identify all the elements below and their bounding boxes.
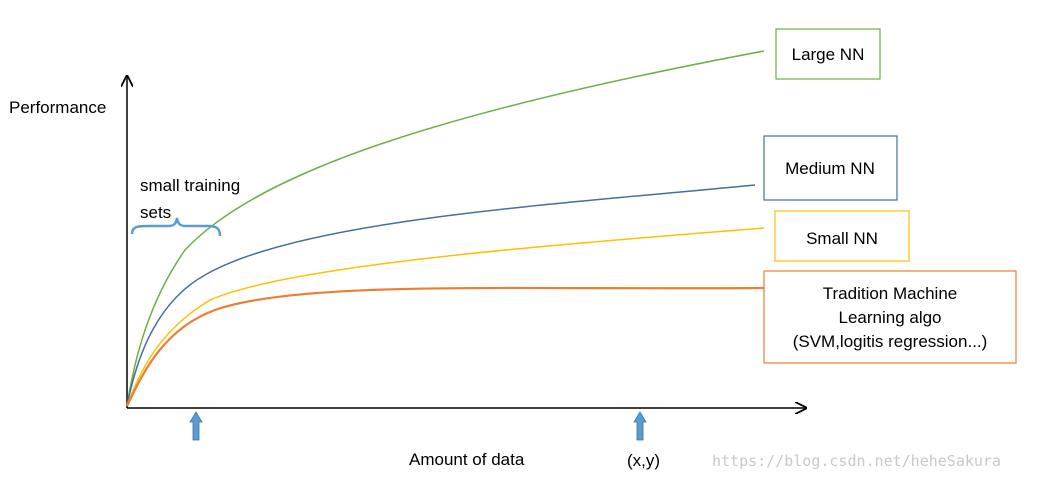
legend-traditional-line-1: Tradition Machine xyxy=(823,284,958,303)
traditional-ml-curve xyxy=(126,286,765,407)
legend-small-label: Small NN xyxy=(806,229,878,248)
legend-large-label: Large NN xyxy=(792,45,865,64)
annotation-line-1: small training xyxy=(140,176,240,195)
legend-small-nn: Small NN xyxy=(774,210,910,262)
legend-medium-nn: Medium NN xyxy=(763,135,898,201)
point-label: (x,y) xyxy=(627,451,660,470)
legend-traditional-ml: Tradition Machine Learning algo (SVM,log… xyxy=(763,270,1017,364)
small-training-sets-brace xyxy=(130,217,222,237)
legend-medium-label: Medium NN xyxy=(785,159,875,178)
up-arrow-icon xyxy=(633,411,647,441)
legend-traditional-line-2: Learning algo xyxy=(838,308,941,327)
y-axis-label: Performance xyxy=(9,98,106,117)
small-nn-curve xyxy=(126,227,765,407)
annotation-line-2: sets xyxy=(140,203,171,222)
x-axis-label: Amount of data xyxy=(409,450,525,469)
legend-large-nn: Large NN xyxy=(775,28,881,80)
large-nn-curve xyxy=(126,50,765,407)
legend-traditional-line-3: (SVM,logitis regression...) xyxy=(793,332,988,351)
watermark: https://blog.csdn.net/heheSakura xyxy=(712,452,1001,470)
medium-nn-curve xyxy=(126,184,756,407)
up-arrow-icon xyxy=(189,411,203,441)
